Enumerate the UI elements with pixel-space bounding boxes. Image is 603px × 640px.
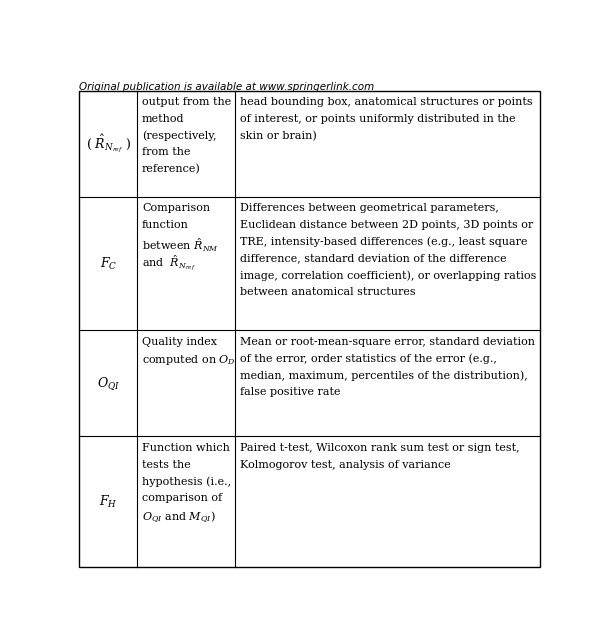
Text: false positive rate: false positive rate bbox=[240, 387, 340, 397]
Text: method: method bbox=[142, 114, 185, 124]
Text: reference): reference) bbox=[142, 164, 201, 174]
Text: TRE, intensity-based differences (e.g., least square: TRE, intensity-based differences (e.g., … bbox=[240, 237, 528, 247]
Text: Euclidean distance between 2D points, 3D points or: Euclidean distance between 2D points, 3D… bbox=[240, 220, 533, 230]
Text: Original publication is available at www.springerlink.com: Original publication is available at www… bbox=[79, 82, 374, 92]
Text: tests the: tests the bbox=[142, 460, 191, 470]
Text: $O_{QI}$ and $M_{QI}$): $O_{QI}$ and $M_{QI}$) bbox=[142, 510, 216, 524]
Text: ( $\hat{R}_{N_{ref}}$ ): ( $\hat{R}_{N_{ref}}$ ) bbox=[86, 132, 131, 155]
Text: Function which: Function which bbox=[142, 443, 230, 453]
Text: image, correlation coefficient), or overlapping ratios: image, correlation coefficient), or over… bbox=[240, 270, 536, 281]
Text: median, maximum, percentiles of the distribution),: median, maximum, percentiles of the dist… bbox=[240, 370, 528, 381]
Text: Kolmogorov test, analysis of variance: Kolmogorov test, analysis of variance bbox=[240, 460, 450, 470]
Text: function: function bbox=[142, 220, 189, 230]
Text: Quality index: Quality index bbox=[142, 337, 217, 347]
Text: head bounding box, anatomical structures or points: head bounding box, anatomical structures… bbox=[240, 97, 532, 107]
Text: comparison of: comparison of bbox=[142, 493, 222, 503]
Text: $O_{QI}$: $O_{QI}$ bbox=[96, 375, 120, 392]
Text: of interest, or points uniformly distributed in the: of interest, or points uniformly distrib… bbox=[240, 114, 516, 124]
Text: skin or brain): skin or brain) bbox=[240, 131, 317, 141]
Text: $F_C$: $F_C$ bbox=[99, 255, 117, 271]
Text: Differences between geometrical parameters,: Differences between geometrical paramete… bbox=[240, 204, 499, 213]
Text: of the error, order statistics of the error (e.g.,: of the error, order statistics of the er… bbox=[240, 353, 497, 364]
Text: difference, standard deviation of the difference: difference, standard deviation of the di… bbox=[240, 253, 507, 264]
Text: (respectively,: (respectively, bbox=[142, 131, 216, 141]
Text: $F_H$: $F_H$ bbox=[99, 493, 118, 510]
Text: computed on $O_D$: computed on $O_D$ bbox=[142, 353, 236, 367]
Text: hypothesis (i.e.,: hypothesis (i.e., bbox=[142, 476, 231, 487]
Text: Mean or root-mean-square error, standard deviation: Mean or root-mean-square error, standard… bbox=[240, 337, 535, 347]
Text: output from the: output from the bbox=[142, 97, 232, 107]
Text: Paired t-test, Wilcoxon rank sum test or sign test,: Paired t-test, Wilcoxon rank sum test or… bbox=[240, 443, 520, 453]
Text: between anatomical structures: between anatomical structures bbox=[240, 287, 415, 297]
Text: and  $\hat{R}_{N_{ref}}$: and $\hat{R}_{N_{ref}}$ bbox=[142, 253, 196, 273]
Text: between $\hat{R}_{NM}$: between $\hat{R}_{NM}$ bbox=[142, 237, 219, 254]
Text: Comparison: Comparison bbox=[142, 204, 210, 213]
Text: from the: from the bbox=[142, 147, 191, 157]
